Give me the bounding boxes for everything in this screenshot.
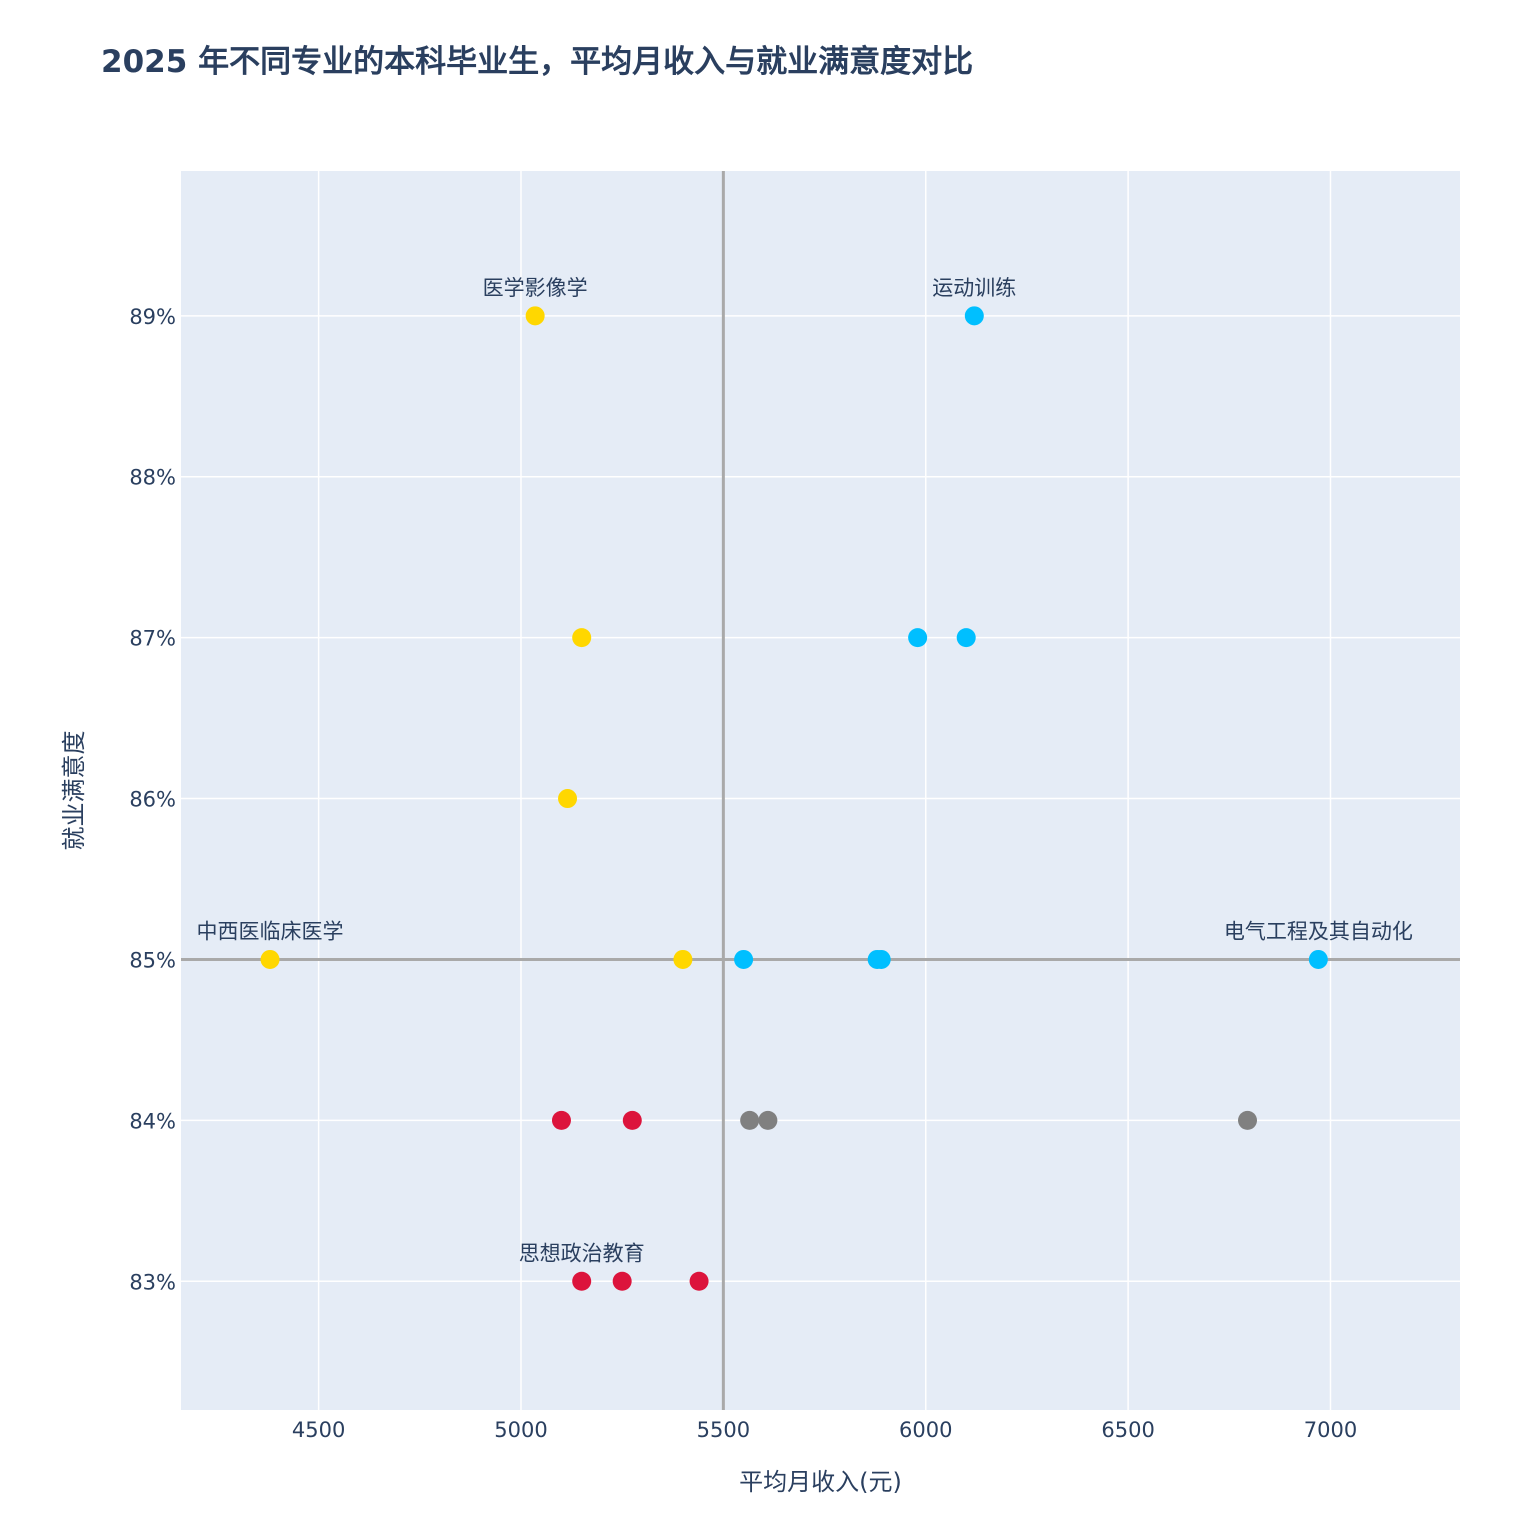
y-tick-label: 88%: [129, 466, 176, 490]
x-tick-label: 4500: [292, 1418, 345, 1442]
point-label: 思想政治教育: [519, 1241, 645, 1265]
data-point: [572, 1271, 592, 1291]
y-axis-title: 就业满意度: [60, 731, 88, 851]
x-tick-label: 6500: [1101, 1418, 1154, 1442]
data-point: [612, 1271, 632, 1291]
y-tick-label: 85%: [129, 948, 176, 972]
chart-title: 2025 年不同专业的本科毕业生，平均月收入与就业满意度对比: [101, 44, 974, 80]
point-label: 运动训练: [932, 276, 1016, 300]
data-point: [1308, 949, 1328, 969]
data-point: [758, 1110, 778, 1130]
plot-background: [181, 171, 1460, 1410]
point-label: 中西医临床医学: [197, 919, 344, 943]
data-point: [734, 949, 754, 969]
data-point: [673, 949, 693, 969]
data-point: [260, 949, 280, 969]
y-tick-label: 83%: [129, 1270, 176, 1294]
data-point: [908, 628, 928, 648]
data-point: [964, 306, 984, 326]
data-point: [558, 789, 578, 809]
data-point: [551, 1110, 571, 1130]
data-point: [622, 1110, 642, 1130]
y-tick-label: 87%: [129, 627, 176, 651]
data-point: [525, 306, 545, 326]
x-tick-label: 5000: [494, 1418, 547, 1442]
y-tick-label: 84%: [129, 1109, 176, 1133]
x-axis-title: 平均月收入(元): [739, 1468, 902, 1496]
point-label: 医学影像学: [483, 276, 588, 300]
point-label: 电气工程及其自动化: [1224, 919, 1413, 943]
data-point: [956, 628, 976, 648]
x-tick-label: 7000: [1304, 1418, 1357, 1442]
data-point: [1238, 1110, 1258, 1130]
data-point: [572, 628, 592, 648]
data-point: [689, 1271, 709, 1291]
y-tick-label: 86%: [129, 788, 176, 812]
data-point: [871, 949, 891, 969]
x-tick-label: 5500: [697, 1418, 750, 1442]
x-tick-label: 6000: [899, 1418, 952, 1442]
data-point: [740, 1110, 760, 1130]
y-tick-label: 89%: [129, 305, 176, 329]
